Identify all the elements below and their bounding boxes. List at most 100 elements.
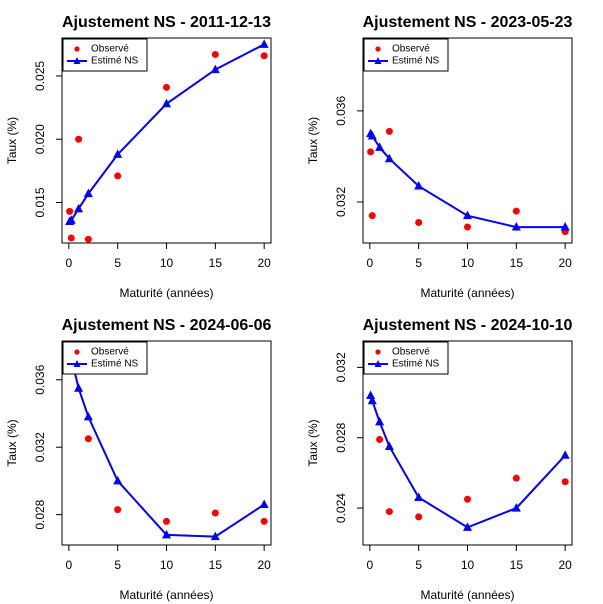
observed-point (163, 83, 170, 91)
chart-panel: Ajustement NS - 2024-10-10 0 5 10 15 20 Maturi… (306, 317, 573, 602)
chart-title: Ajustement NS - 2024-10-10 (363, 317, 573, 334)
legend-label-estimated: Estimé NS (392, 56, 440, 67)
estimated-point (375, 142, 385, 151)
estimated-point (511, 222, 521, 231)
legend-box (62, 341, 148, 375)
observed-point (415, 513, 423, 521)
x-tick-label: 0 (366, 256, 373, 270)
estimated-point (367, 395, 377, 405)
estimated-point (384, 441, 394, 451)
y-tick-label: 0.015 (33, 187, 47, 217)
y-tick-label: 0.036 (334, 96, 348, 126)
x-tick-label: 5 (415, 558, 422, 572)
x-tick-label: 20 (558, 558, 572, 572)
legend-estimated-marker (374, 360, 382, 367)
chart-panel: Ajustement NS - 2023-05-23 0 5 10 15 20 Maturi… (306, 14, 573, 300)
estimated-point (74, 203, 84, 213)
chart-panel: Ajustement NS - 2024-06-06 0 5 10 15 20 Maturi… (5, 317, 272, 602)
x-axis-label: Maturité (années) (119, 588, 213, 602)
observed-point (464, 495, 471, 503)
y-tick-label: 0.032 (334, 352, 348, 382)
observed-point (75, 135, 83, 143)
estimated-point (66, 215, 76, 224)
x-tick-label: 15 (209, 558, 223, 572)
legend-observed-marker (375, 46, 381, 52)
observed-point (561, 478, 569, 486)
chart-title: Ajustement NS - 2023-05-23 (363, 14, 573, 31)
x-tick-label: 15 (209, 256, 223, 270)
legend-observed-marker (74, 349, 80, 355)
chart-title: Ajustement NS - 2011-12-13 (62, 14, 271, 31)
observed-point (512, 474, 520, 482)
estimated-point (463, 522, 472, 531)
x-tick-label: 0 (366, 558, 373, 572)
chart-title: Ajustement NS - 2024-06-06 (62, 317, 272, 334)
observed-point (512, 207, 520, 215)
plot-area (65, 39, 269, 243)
legend-label-observed: Observé (91, 347, 129, 358)
estimated-point (113, 149, 123, 158)
legend-label-observed: Observé (392, 347, 430, 358)
estimated-point (74, 383, 84, 392)
observed-point (114, 172, 122, 180)
y-axis-label: Taux (%) (306, 117, 320, 164)
estimated-point (83, 188, 93, 198)
observed-point (415, 219, 423, 226)
x-tick-label: 10 (160, 256, 174, 270)
y-axis-label: Taux (%) (306, 419, 320, 466)
estimated-point (259, 499, 269, 509)
observed-point (211, 509, 219, 517)
estimated-point (162, 529, 171, 539)
y-tick-label: 0.032 (334, 187, 348, 217)
observed-point (385, 127, 393, 135)
estimated-point (384, 153, 394, 163)
x-tick-label: 15 (510, 558, 524, 572)
legend-label-estimated: Estimé NS (91, 359, 139, 370)
estimated-point (414, 181, 424, 190)
legend-label-observed: Observé (392, 44, 430, 55)
observed-point (163, 517, 170, 525)
x-axis-label: Maturité (années) (420, 588, 514, 602)
observed-point (367, 148, 375, 156)
observed-point (260, 52, 268, 60)
x-tick-label: 15 (510, 256, 524, 270)
estimated-point (367, 130, 377, 140)
estimated-point (560, 222, 570, 231)
y-tick-label: 0.020 (33, 124, 47, 154)
estimated-point (83, 411, 93, 421)
observed-point (368, 212, 376, 220)
estimated-point (463, 210, 472, 220)
legend-box (363, 38, 449, 72)
x-tick-label: 20 (558, 256, 572, 270)
estimated-point (210, 64, 220, 74)
observed-point (84, 435, 92, 443)
estimated-point (366, 390, 376, 400)
series-line-estime-ns (369, 395, 566, 529)
x-tick-label: 10 (461, 256, 475, 270)
legend-box (363, 341, 449, 375)
observed-point (114, 506, 122, 514)
estimated-point (414, 492, 424, 502)
y-tick-label: 0.032 (33, 432, 47, 462)
estimated-point (511, 503, 521, 512)
x-tick-label: 5 (114, 558, 121, 572)
x-tick-label: 0 (65, 558, 72, 572)
legend-observed-marker (375, 349, 381, 355)
legend-observed-marker (74, 46, 80, 52)
y-tick-label: 0.028 (33, 499, 47, 529)
estimated-point (210, 531, 220, 541)
y-axis-label: Taux (%) (5, 117, 19, 164)
x-tick-label: 20 (257, 558, 271, 572)
x-tick-label: 20 (257, 256, 271, 270)
estimated-point (560, 450, 570, 459)
legend-estimated-marker (73, 57, 81, 64)
x-tick-label: 0 (65, 256, 72, 270)
estimated-point (162, 98, 171, 108)
legend-estimated-marker (374, 57, 382, 64)
estimated-point (375, 416, 385, 426)
